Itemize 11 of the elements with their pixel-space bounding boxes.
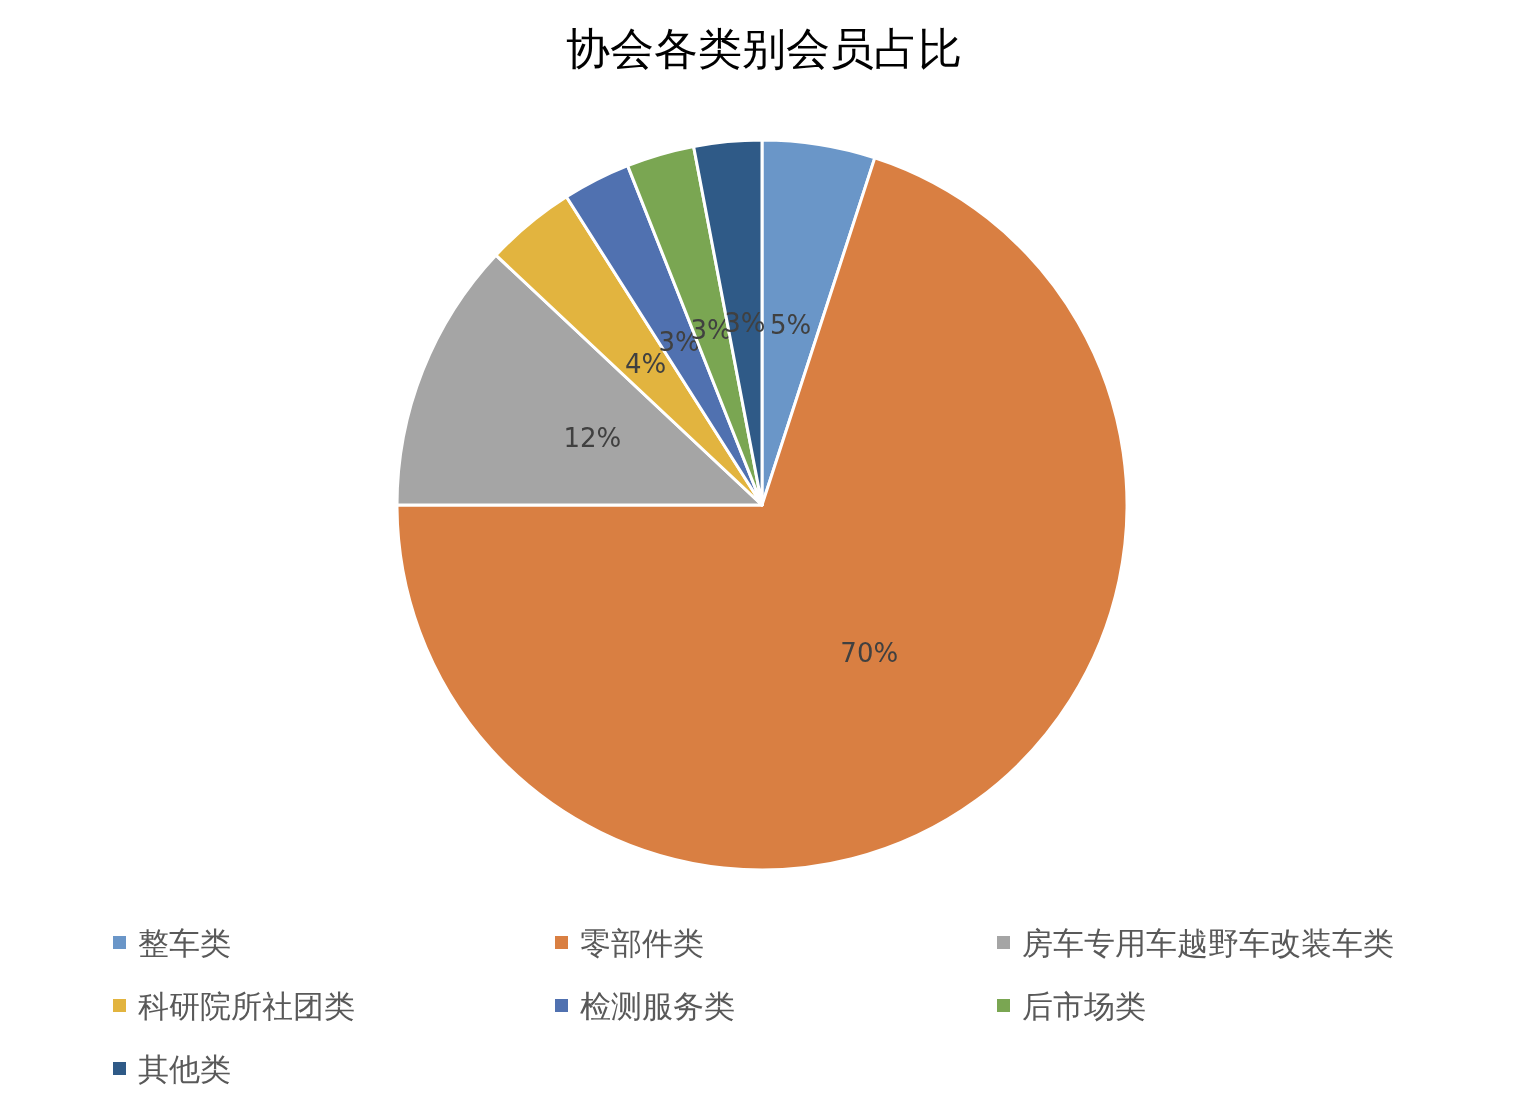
chart-title: 协会各类别会员占比 xyxy=(566,23,962,74)
data-label: 12% xyxy=(563,422,622,453)
legend-label: 其他类 xyxy=(138,1051,231,1087)
data-label: 5% xyxy=(769,309,812,340)
legend-label: 后市场类 xyxy=(1022,988,1146,1024)
legend-label: 检测服务类 xyxy=(580,988,735,1024)
legend-label: 房车专用车越野车改装车类 xyxy=(1022,925,1394,961)
legend-label: 零部件类 xyxy=(580,925,704,961)
legend-label: 科研院所社团类 xyxy=(138,988,355,1024)
data-label: 70% xyxy=(840,637,899,668)
legend-label: 整车类 xyxy=(138,925,231,961)
